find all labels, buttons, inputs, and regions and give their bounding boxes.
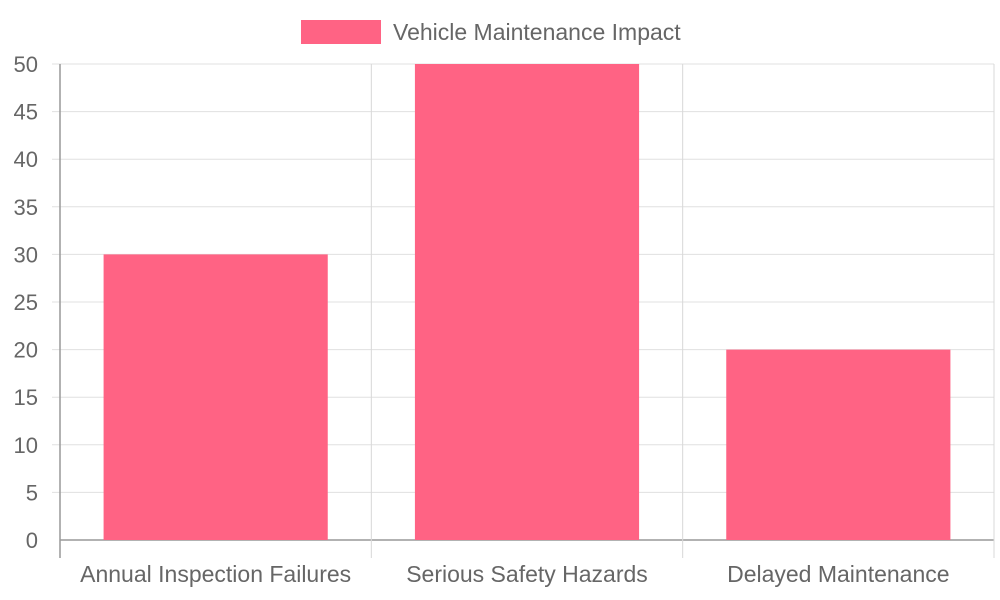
bar-delayed-maintenance bbox=[726, 349, 951, 540]
y-axis: 0 5 10 15 20 25 30 35 40 45 50 bbox=[14, 52, 38, 553]
y-tick-label-20: 20 bbox=[14, 338, 38, 363]
y-tick-label-15: 15 bbox=[14, 385, 38, 410]
y-tick-label-0: 0 bbox=[26, 528, 38, 553]
y-tick-label-30: 30 bbox=[14, 242, 38, 267]
bar-annual-inspection-failures bbox=[103, 254, 328, 540]
legend-swatch bbox=[301, 20, 381, 44]
bars bbox=[103, 64, 951, 540]
bar-serious-safety-hazards bbox=[414, 64, 640, 540]
y-tick-label-35: 35 bbox=[14, 195, 38, 220]
y-tick-label-10: 10 bbox=[14, 433, 38, 458]
y-tick-label-40: 40 bbox=[14, 147, 38, 172]
y-tick-label-50: 50 bbox=[14, 52, 38, 77]
y-tick-label-45: 45 bbox=[14, 100, 38, 125]
chart-legend[interactable]: Vehicle Maintenance Impact bbox=[301, 19, 681, 45]
x-tick-label-annual-inspection-failures: Annual Inspection Failures bbox=[80, 561, 351, 587]
legend-label-vehicle-maintenance-impact: Vehicle Maintenance Impact bbox=[393, 19, 681, 45]
x-tick-label-delayed-maintenance: Delayed Maintenance bbox=[727, 561, 949, 587]
x-axis: Annual Inspection Failures Serious Safety… bbox=[80, 561, 949, 587]
y-tick-label-5: 5 bbox=[26, 480, 38, 505]
y-tick-label-25: 25 bbox=[14, 290, 38, 315]
x-tick-label-serious-safety-hazards: Serious Safety Hazards bbox=[406, 561, 648, 587]
